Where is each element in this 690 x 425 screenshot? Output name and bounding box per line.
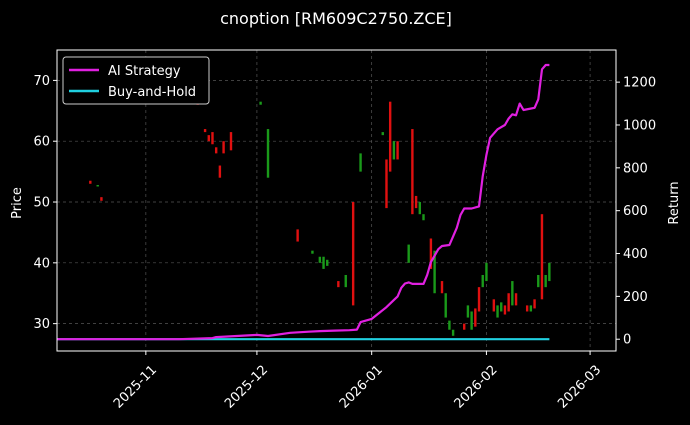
candle-down xyxy=(492,299,496,312)
candle-down xyxy=(463,323,466,330)
candle-down xyxy=(514,293,518,306)
candle-up xyxy=(344,274,347,288)
candle-down xyxy=(474,308,477,327)
candle-down xyxy=(533,299,536,309)
axes-layer: 2025-11 2025-12 2026-01 2026-02 2026-03 30 40 5… xyxy=(33,74,656,412)
y2-tick-label: 600 xyxy=(623,204,648,219)
y2-tick-label: 400 xyxy=(623,247,648,262)
lines-layer xyxy=(57,63,550,341)
candle-up xyxy=(259,101,262,105)
candle-down xyxy=(388,101,392,172)
candle-up xyxy=(470,311,473,330)
y-tick-label: 60 xyxy=(33,135,50,150)
candle-down xyxy=(351,202,355,306)
y2-tick-label: 1000 xyxy=(623,118,656,133)
legend-label-bh: Buy-and-Hold xyxy=(108,85,196,100)
candle-up xyxy=(359,153,362,172)
candle-up xyxy=(448,320,451,330)
candle-down xyxy=(540,214,544,300)
candles-layer xyxy=(89,71,551,336)
x-tick-label: 2025-11 xyxy=(111,363,160,412)
candle-up xyxy=(381,132,384,136)
candle-down xyxy=(477,287,481,312)
y2-tick-label: 1200 xyxy=(623,76,656,91)
candle-down xyxy=(214,147,218,154)
candle-up xyxy=(485,262,488,282)
candle-down xyxy=(100,197,103,201)
candle-up xyxy=(529,305,533,312)
candle-down xyxy=(440,281,444,294)
y-tick-label: 30 xyxy=(33,317,50,332)
candle-up xyxy=(407,244,410,263)
candle-up xyxy=(500,302,503,312)
candle-down xyxy=(89,180,92,184)
candle-down xyxy=(203,129,207,133)
candle-down xyxy=(396,141,399,160)
candle-up xyxy=(266,129,270,178)
y2-tick-label: 800 xyxy=(623,161,648,176)
candle-up xyxy=(496,305,499,318)
y-tick-label: 70 xyxy=(33,74,50,89)
candle-up xyxy=(451,329,455,336)
candle-down xyxy=(507,293,510,312)
candle-down xyxy=(218,165,222,178)
candle-up xyxy=(311,250,314,254)
candle-down xyxy=(503,305,507,315)
candle-up xyxy=(433,250,436,294)
candle-up xyxy=(481,274,484,288)
candle-up xyxy=(326,259,329,266)
candle-up xyxy=(322,256,325,269)
x-tick-label: 2026-03 xyxy=(555,363,604,412)
x-tick-label: 2025-12 xyxy=(222,363,271,412)
candle-down xyxy=(414,195,418,209)
candle-up xyxy=(511,281,514,306)
candle-up xyxy=(544,274,547,288)
candle-down xyxy=(411,129,414,215)
y-tick-label: 40 xyxy=(33,256,50,271)
candle-up xyxy=(444,293,447,318)
candle-up xyxy=(422,214,425,221)
y-tick-label: 50 xyxy=(33,196,50,211)
candle-down xyxy=(385,159,388,209)
legend-box xyxy=(62,56,210,105)
candle-up xyxy=(548,262,551,282)
legend-label-ai: AI Strategy xyxy=(108,64,181,79)
y-axis-label: Price xyxy=(10,187,25,219)
plot-frame xyxy=(56,49,617,352)
candle-up xyxy=(96,184,99,187)
candle-down xyxy=(337,281,340,288)
candle-down xyxy=(222,141,225,154)
chart-title: cnoption [RM609C2750.ZCE] xyxy=(220,9,452,28)
x-tick-label: 2026-01 xyxy=(337,363,386,412)
candle-up xyxy=(466,305,470,318)
y2-tick-label: 200 xyxy=(623,290,648,305)
candle-up xyxy=(318,256,322,263)
candle-down xyxy=(229,132,233,151)
legend: AI Strategy Buy-and-Hold xyxy=(62,56,210,105)
y2-axis-label: Return xyxy=(667,181,682,224)
series-line-ai-strategy xyxy=(57,63,550,341)
candle-down xyxy=(207,135,210,142)
candle-down xyxy=(525,305,529,312)
candle-up xyxy=(537,274,540,288)
candle-down xyxy=(429,238,433,269)
candle-down xyxy=(211,132,214,145)
candle-down xyxy=(296,229,299,242)
x-tick-label: 2026-02 xyxy=(452,363,501,412)
y2-tick-label: 0 xyxy=(623,333,631,348)
candle-up xyxy=(392,141,396,160)
candle-up xyxy=(418,202,421,215)
